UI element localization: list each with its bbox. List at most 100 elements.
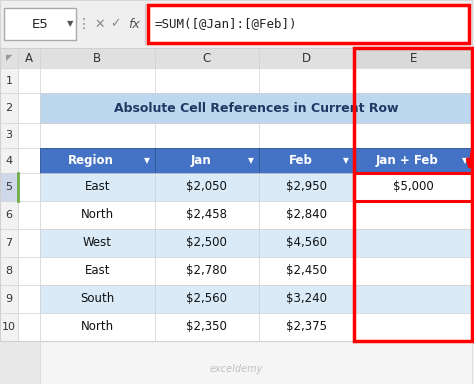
Bar: [0, 93, 18, 123]
Bar: [40, 229, 155, 257]
Bar: [40, 173, 155, 201]
Bar: [40, 201, 155, 229]
Bar: [40, 148, 155, 173]
Text: $2,560: $2,560: [186, 293, 228, 306]
Bar: [155, 201, 259, 229]
Bar: [40, 285, 155, 313]
Text: $4,560: $4,560: [286, 237, 327, 250]
Bar: [354, 123, 473, 148]
Text: fx: fx: [128, 18, 139, 30]
Text: ▼: ▼: [144, 156, 149, 165]
Bar: [18, 285, 40, 313]
Text: B: B: [93, 51, 101, 65]
Bar: [259, 148, 354, 173]
Text: Jan: Jan: [191, 154, 211, 167]
Bar: [155, 48, 259, 68]
Bar: [155, 285, 259, 313]
Bar: [259, 229, 354, 257]
Bar: [40, 93, 155, 123]
Text: Feb: Feb: [289, 154, 312, 167]
Text: ▼: ▼: [66, 20, 73, 28]
Text: 5: 5: [6, 182, 12, 192]
Bar: [354, 148, 473, 173]
Bar: [354, 173, 473, 201]
Bar: [354, 173, 473, 201]
Bar: [40, 48, 155, 68]
Bar: [40, 285, 155, 313]
Bar: [0, 201, 18, 229]
Text: $2,840: $2,840: [286, 209, 327, 222]
Bar: [259, 93, 354, 123]
Bar: [155, 201, 259, 229]
Text: ▼: ▼: [248, 156, 254, 165]
Bar: [18, 257, 40, 285]
Text: ✕: ✕: [94, 18, 105, 30]
Bar: [40, 257, 155, 285]
Bar: [18, 313, 40, 341]
Bar: [354, 93, 473, 123]
Bar: [155, 68, 259, 93]
Text: D: D: [302, 51, 311, 65]
Bar: [354, 201, 473, 229]
Bar: [0, 257, 18, 285]
Bar: [259, 201, 354, 229]
Bar: [354, 257, 473, 285]
Bar: [155, 257, 259, 285]
Text: ⋮: ⋮: [77, 17, 91, 31]
Bar: [40, 123, 155, 148]
Bar: [259, 313, 354, 341]
Bar: [155, 313, 259, 341]
Bar: [259, 285, 354, 313]
Bar: [40, 201, 155, 229]
Text: 9: 9: [5, 294, 12, 304]
Bar: [259, 123, 354, 148]
Text: $2,458: $2,458: [186, 209, 228, 222]
Bar: [0, 313, 18, 341]
Text: $2,050: $2,050: [186, 180, 227, 194]
Bar: [259, 148, 354, 173]
Bar: [0, 48, 18, 68]
Bar: [40, 173, 155, 201]
Bar: [18, 48, 40, 68]
Text: $5,000: $5,000: [393, 180, 434, 194]
Text: $2,350: $2,350: [186, 321, 227, 333]
Text: E5: E5: [31, 18, 48, 30]
Text: South: South: [80, 293, 114, 306]
Bar: [155, 229, 259, 257]
Text: $2,780: $2,780: [186, 265, 228, 278]
Bar: [259, 173, 354, 201]
Bar: [259, 257, 354, 285]
Text: 1: 1: [6, 76, 12, 86]
Bar: [354, 285, 473, 313]
Text: C: C: [203, 51, 211, 65]
Text: Absolute Cell References in Current Row: Absolute Cell References in Current Row: [114, 101, 399, 114]
Bar: [354, 285, 473, 313]
Bar: [0, 341, 473, 384]
Bar: [0, 173, 18, 201]
Bar: [40, 68, 155, 93]
Text: E: E: [410, 51, 417, 65]
Bar: [18, 123, 40, 148]
Bar: [155, 93, 259, 123]
Text: ◤: ◤: [6, 53, 12, 63]
Text: Region: Region: [68, 154, 114, 167]
Bar: [259, 68, 354, 93]
Bar: [0, 123, 18, 148]
Bar: [18, 68, 40, 93]
Text: =SUM([@Jan]:[@Feb]): =SUM([@Jan]:[@Feb]): [155, 18, 297, 30]
Bar: [259, 257, 354, 285]
Bar: [40, 341, 473, 384]
Text: North: North: [81, 209, 114, 222]
Bar: [155, 148, 259, 173]
Text: 4: 4: [5, 156, 12, 166]
Bar: [0, 285, 18, 313]
Bar: [0, 148, 18, 173]
Text: $5,000: $5,000: [393, 180, 434, 194]
Bar: [155, 173, 259, 201]
Bar: [18, 229, 40, 257]
Bar: [155, 229, 259, 257]
Bar: [4, 8, 76, 40]
Text: $2,450: $2,450: [286, 265, 327, 278]
Bar: [155, 313, 259, 341]
Bar: [0, 48, 473, 341]
